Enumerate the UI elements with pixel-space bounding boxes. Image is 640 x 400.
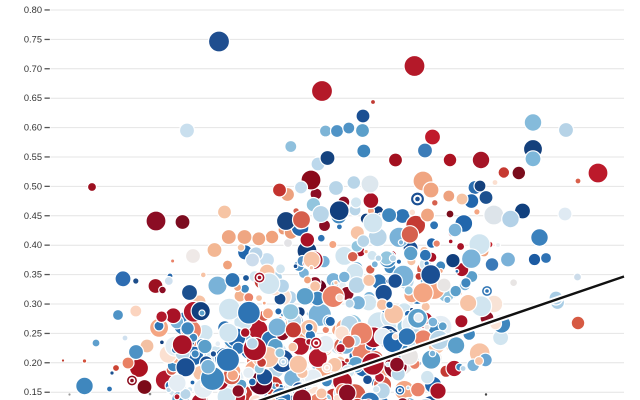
svg-text:0.45: 0.45 bbox=[24, 211, 42, 221]
svg-text:0.30: 0.30 bbox=[24, 299, 42, 309]
svg-text:0.15: 0.15 bbox=[24, 387, 42, 397]
svg-text:0.40: 0.40 bbox=[24, 240, 42, 250]
svg-text:0.75: 0.75 bbox=[24, 34, 42, 44]
svg-text:0.35: 0.35 bbox=[24, 270, 42, 280]
svg-text:0.70: 0.70 bbox=[24, 64, 42, 74]
svg-text:0.80: 0.80 bbox=[24, 5, 42, 15]
svg-text:0.60: 0.60 bbox=[24, 123, 42, 133]
svg-text:0.55: 0.55 bbox=[24, 152, 42, 162]
svg-text:0.65: 0.65 bbox=[24, 93, 42, 103]
svg-text:0.50: 0.50 bbox=[24, 181, 42, 191]
svg-text:0.20: 0.20 bbox=[24, 358, 42, 368]
svg-text:0.25: 0.25 bbox=[24, 328, 42, 338]
